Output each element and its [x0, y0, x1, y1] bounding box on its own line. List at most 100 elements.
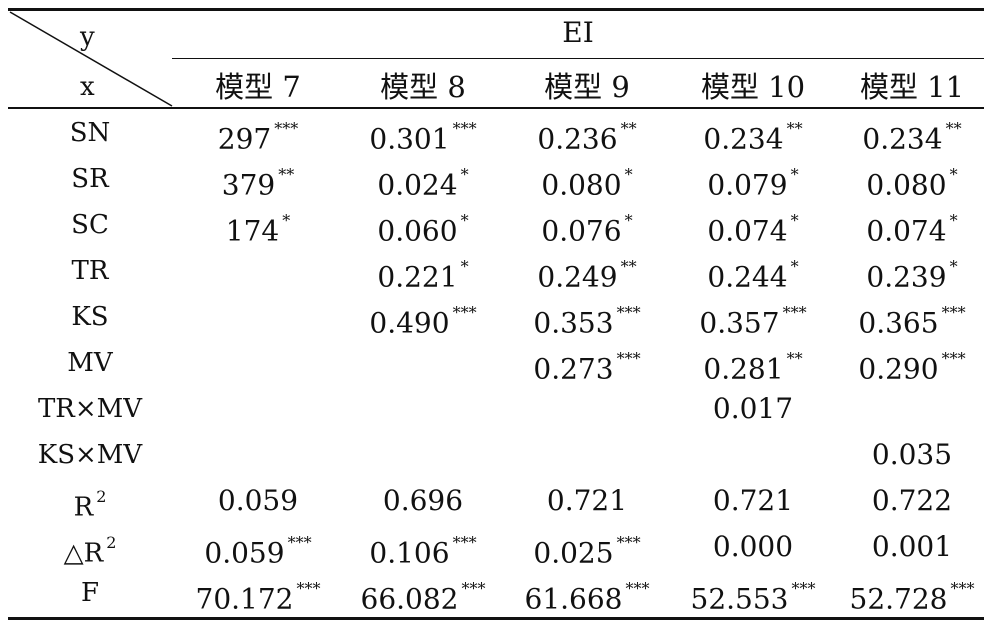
row-label: KS×MV [8, 432, 172, 478]
table-row: SN 297 *** 0.301 *** 0.236 ** 0.234 ** 0.234 ** [8, 110, 984, 156]
table-cell: 0.281 ** [673, 340, 833, 392]
row-label-superscript: 2 [96, 487, 107, 506]
cell-value: 0.079 [707, 168, 788, 202]
cell-value: 66.082 [360, 582, 459, 616]
cell-value: 0.721 [546, 484, 628, 517]
table-cell: 0.059 [178, 478, 338, 524]
cell-value: 0.024 [377, 168, 458, 202]
table-cell: 0.249 ** [507, 248, 667, 300]
model-header: 模型 10 [700, 70, 806, 104]
cell-value: 379 [221, 168, 276, 202]
table-row: SC 174 * 0.060 * 0.076 * 0.074 * 0.074 * [8, 202, 984, 248]
table-cell: 70.172 *** [178, 570, 338, 622]
significance-stars: *** [616, 349, 641, 368]
significance-stars: *** [782, 303, 807, 322]
row-label-text: KS×MV [37, 440, 143, 470]
cell-value: 0.074 [866, 214, 947, 248]
table-cell: 0.080 * [832, 156, 992, 208]
table-cell: 0.721 [673, 478, 833, 524]
table-cell: 0.076 * [507, 202, 667, 254]
table-cell: 0.035 [832, 432, 992, 478]
cell-value: 0.059 [217, 484, 299, 517]
table-cell: 0.696 [343, 478, 503, 524]
table-cell: 0.059 *** [178, 524, 338, 576]
table-cell: 0.236 ** [507, 110, 667, 162]
significance-stars: * [460, 257, 469, 276]
cell-value: 52.553 [690, 582, 789, 616]
cell-value: 0.025 [533, 536, 614, 570]
row-label: TR×MV [8, 386, 172, 432]
table-row: TR 0.221 * 0.249 ** 0.244 * 0.239 * [8, 248, 984, 294]
table-cell: 0.025 *** [507, 524, 667, 576]
significance-stars: *** [625, 579, 650, 598]
row-label-text: KS [71, 302, 109, 332]
cell-value: 0.281 [703, 352, 784, 386]
table-row: KS×MV 0.035 [8, 432, 984, 478]
table-cell: 0.106 *** [343, 524, 503, 576]
corner-y-label: y [80, 22, 95, 52]
table-cell: 0.353 *** [507, 294, 667, 346]
significance-stars: ** [786, 119, 803, 138]
row-label-text: R [73, 492, 94, 523]
cell-value: 0.234 [862, 122, 943, 156]
table-top-rule [8, 8, 984, 11]
significance-stars: *** [461, 579, 486, 598]
cell-value: 0.000 [712, 530, 794, 563]
corner-x-label: x [80, 72, 95, 102]
table-row: MV 0.273 *** 0.281 ** 0.290 *** [8, 340, 984, 386]
cell-value: 297 [217, 122, 272, 156]
row-label: SR [8, 156, 172, 202]
significance-stars: * [790, 257, 799, 276]
significance-stars: *** [941, 349, 966, 368]
table-cell: 0.234 ** [673, 110, 833, 162]
significance-stars: * [460, 165, 469, 184]
table-cell: 0.490 *** [343, 294, 503, 346]
row-label-text: TR×MV [37, 394, 143, 424]
table-row: TR×MV 0.017 [8, 386, 984, 432]
table-cell: 0.244 * [673, 248, 833, 300]
table-cell: 0.290 *** [832, 340, 992, 392]
significance-stars: *** [452, 119, 477, 138]
row-label: F [8, 570, 172, 616]
cell-value: 61.668 [524, 582, 623, 616]
table-cell: 0.721 [507, 478, 667, 524]
cell-value: 0.696 [382, 484, 464, 517]
table-cell: 0.060 * [343, 202, 503, 254]
cell-value: 70.172 [195, 582, 294, 616]
cell-value: 0.080 [866, 168, 947, 202]
cell-value: 0.490 [369, 306, 450, 340]
cell-value: 0.353 [533, 306, 614, 340]
table-cell: 174 * [178, 202, 338, 254]
table-cell: 0.239 * [832, 248, 992, 300]
cell-value: 0.080 [541, 168, 622, 202]
table-cell: 0.722 [832, 478, 992, 524]
table-row: KS 0.490 *** 0.353 *** 0.357 *** 0.365 *** [8, 294, 984, 340]
row-label: KS [8, 294, 172, 340]
row-label-text: MV [67, 348, 113, 378]
row-label-superscript: 2 [106, 533, 117, 552]
significance-stars: ** [945, 119, 962, 138]
table-cell: 0.074 * [673, 202, 833, 254]
table-cell: 66.082 *** [343, 570, 503, 622]
table-cell: 0.273 *** [507, 340, 667, 392]
table-header-rule [8, 107, 984, 109]
table-cell: 0.079 * [673, 156, 833, 208]
table-cell: 0.365 *** [832, 294, 992, 346]
model-header: 模型 8 [380, 70, 466, 104]
table-cell: 0.080 * [507, 156, 667, 208]
corner-diagonal-line [9, 11, 173, 107]
significance-stars: * [790, 165, 799, 184]
row-label-text: TR [71, 256, 109, 286]
cell-value: 0.273 [533, 352, 614, 386]
cell-value: 0.076 [541, 214, 622, 248]
cell-value: 0.301 [369, 122, 450, 156]
table-cell: 0.000 [673, 524, 833, 570]
cell-value: 0.236 [537, 122, 618, 156]
table-cell: 0.001 [832, 524, 992, 570]
cell-value: 0.365 [858, 306, 939, 340]
significance-stars: * [949, 257, 958, 276]
significance-stars: *** [452, 303, 477, 322]
dependent-variable-rule [172, 58, 984, 59]
table-cell: 0.301 *** [343, 110, 503, 162]
